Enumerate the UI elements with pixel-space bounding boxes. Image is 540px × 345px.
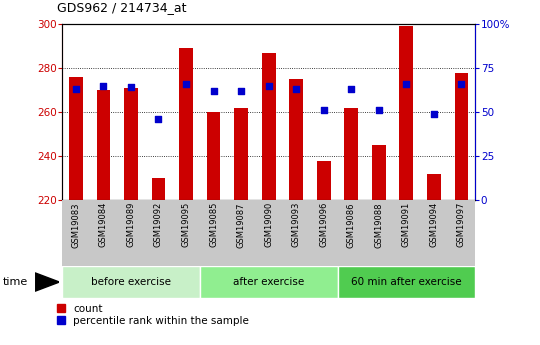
Bar bbox=[152, 178, 165, 200]
Point bbox=[374, 108, 383, 113]
Point bbox=[154, 116, 163, 122]
Point bbox=[210, 88, 218, 94]
Point bbox=[71, 87, 80, 92]
Bar bbox=[372, 145, 386, 200]
Point bbox=[292, 87, 300, 92]
Text: GSM19095: GSM19095 bbox=[181, 202, 191, 247]
Text: GSM19096: GSM19096 bbox=[319, 202, 328, 247]
Bar bbox=[455, 72, 468, 200]
Point bbox=[237, 88, 245, 94]
Point bbox=[347, 87, 355, 92]
Bar bbox=[97, 90, 110, 200]
Text: GSM19086: GSM19086 bbox=[347, 202, 356, 248]
Text: GSM19088: GSM19088 bbox=[374, 202, 383, 248]
Point bbox=[402, 81, 410, 87]
Point bbox=[126, 85, 135, 90]
Bar bbox=[234, 108, 248, 200]
Text: GSM19089: GSM19089 bbox=[126, 202, 136, 247]
Text: GSM19092: GSM19092 bbox=[154, 202, 163, 247]
Text: GSM19097: GSM19097 bbox=[457, 202, 466, 247]
Point bbox=[457, 81, 465, 87]
Text: GSM19094: GSM19094 bbox=[429, 202, 438, 247]
Text: GSM19091: GSM19091 bbox=[402, 202, 411, 247]
Bar bbox=[62, 266, 200, 298]
Text: GSM19084: GSM19084 bbox=[99, 202, 108, 247]
Bar bbox=[200, 266, 338, 298]
Text: GDS962 / 214734_at: GDS962 / 214734_at bbox=[57, 1, 186, 14]
Polygon shape bbox=[35, 273, 59, 291]
Text: time: time bbox=[3, 277, 28, 287]
Text: GSM19090: GSM19090 bbox=[264, 202, 273, 247]
Bar bbox=[400, 26, 413, 200]
Text: GSM19093: GSM19093 bbox=[292, 202, 301, 247]
Point bbox=[319, 108, 328, 113]
Text: after exercise: after exercise bbox=[233, 277, 304, 287]
Point bbox=[265, 83, 273, 89]
Bar bbox=[262, 53, 275, 200]
Point bbox=[429, 111, 438, 117]
Text: GSM19085: GSM19085 bbox=[209, 202, 218, 247]
Legend: count, percentile rank within the sample: count, percentile rank within the sample bbox=[57, 304, 249, 326]
Text: before exercise: before exercise bbox=[91, 277, 171, 287]
Point bbox=[181, 81, 190, 87]
Bar bbox=[427, 174, 441, 200]
Point bbox=[99, 83, 108, 89]
Bar bbox=[345, 108, 358, 200]
Bar bbox=[179, 48, 193, 200]
Bar bbox=[289, 79, 303, 200]
Text: GSM19083: GSM19083 bbox=[71, 202, 80, 248]
Bar bbox=[124, 88, 138, 200]
Bar bbox=[317, 160, 330, 200]
Text: 60 min after exercise: 60 min after exercise bbox=[351, 277, 462, 287]
Bar bbox=[207, 112, 220, 200]
Bar bbox=[69, 77, 83, 200]
Text: GSM19087: GSM19087 bbox=[237, 202, 246, 248]
Bar bbox=[338, 266, 475, 298]
